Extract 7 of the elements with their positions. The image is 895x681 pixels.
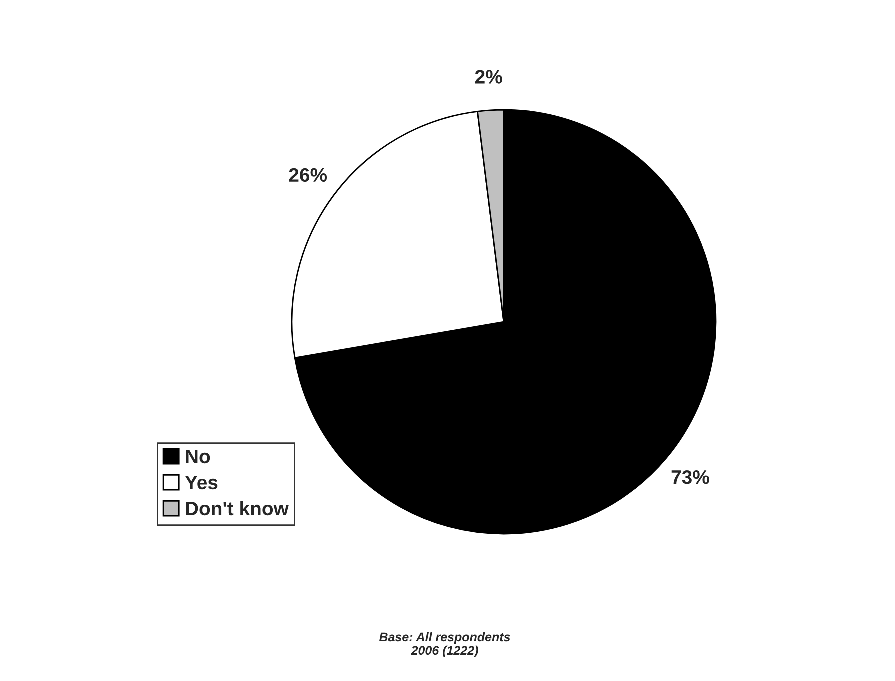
data-label: 2%: [475, 70, 502, 84]
legend-label: Don't know: [186, 501, 289, 516]
legend-label: Yes: [185, 476, 218, 490]
text: Base: All respondents 2006 (1222): [379, 632, 510, 658]
legend-label: No: [186, 450, 210, 464]
data-label: 26%: [289, 168, 328, 182]
data-label: 73%: [672, 470, 710, 484]
